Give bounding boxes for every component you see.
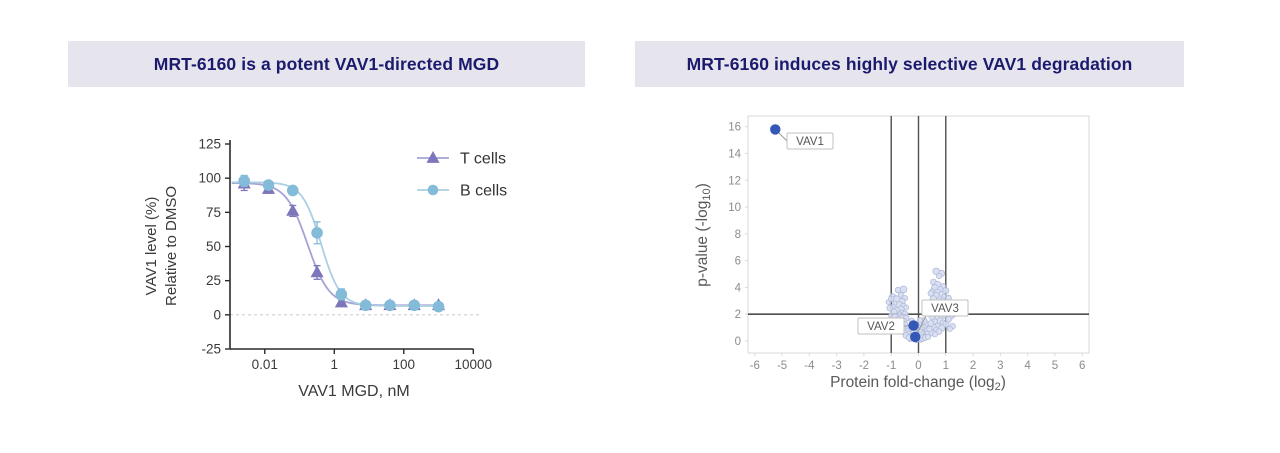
right-panel-title: MRT-6160 induces highly selective VAV1 d… [686,53,1133,74]
svg-text:10000: 10000 [455,357,493,372]
dose-y-axis-label-line2: Relative to DMSO [163,186,180,306]
label-box-vav1 [786,132,834,150]
svg-text:125: 125 [198,137,221,152]
svg-text:16: 16 [728,122,741,134]
dose-x-axis-label: VAV1 MGD, nM [298,383,409,400]
left-panel-title: MRT-6160 is a potent VAV1-directed MGD [153,53,500,74]
volcano-plot: 0 2 4 6 8 10 12 14 16 -6 -5 -4 -3 -2 -1 0 1 2 3 4 5 6 Protein … [690,95,1180,425]
svg-text:100: 100 [393,357,416,372]
dose-y-axis-label-line1: VAV1 level (%) [143,197,160,296]
svg-text:10: 10 [728,202,741,214]
svg-text:-4: -4 [804,360,815,372]
svg-text:T cells: T cells [460,151,506,168]
svg-text:0: 0 [735,336,741,348]
volcano-x-axis-label: Protein fold-change (log2) [830,374,1006,393]
svg-text:-25: -25 [201,342,221,357]
svg-text:2: 2 [970,360,976,372]
svg-text:1: 1 [943,360,949,372]
svg-text:6: 6 [1079,360,1085,372]
svg-text:14: 14 [728,148,741,160]
svg-text:1: 1 [331,357,339,372]
svg-text:6: 6 [735,256,741,268]
fit-curve [231,181,439,307]
svg-text:4: 4 [735,282,742,294]
svg-text:2: 2 [735,309,741,321]
svg-text:25: 25 [206,273,221,288]
right-panel-title-bar: MRT-6160 induces highly selective VAV1 d… [635,41,1184,87]
label-box-vav3 [921,299,969,317]
dose-plot-group: -25 0 25 50 75 100 125 0.01 1 100 10000 VAV1 MGD, n… [143,137,507,401]
volcano-y-axis-label: p-value (-log10) [694,183,713,287]
label-box-vav2 [857,317,905,335]
svg-text:VAV1: VAV1 [796,136,824,148]
svg-text:50: 50 [206,239,221,254]
svg-text:-2: -2 [859,360,869,372]
svg-text:-5: -5 [777,360,787,372]
svg-text:0.01: 0.01 [252,357,278,372]
svg-text:VAV3: VAV3 [931,303,959,315]
svg-text:75: 75 [206,205,221,220]
svg-text:B cells: B cells [460,183,507,200]
svg-text:4: 4 [1024,360,1031,372]
svg-text:3: 3 [997,360,1003,372]
svg-text:8: 8 [735,229,741,241]
series-b-cells [231,174,445,313]
dose-response-svg: -25 0 25 50 75 100 125 0.01 1 100 10000 VAV1 MGD, n… [143,137,507,401]
legend-item-t-cells: T cells [417,151,506,168]
svg-text:0: 0 [213,307,221,322]
labeled-point-vav1: VAV1 [770,124,834,150]
svg-text:0: 0 [915,360,921,372]
svg-text:-1: -1 [886,360,896,372]
dose-axes: -25 0 25 50 75 100 125 0.01 1 100 10000 [198,137,492,373]
left-panel-title-bar: MRT-6160 is a potent VAV1-directed MGD [68,41,585,87]
svg-text:-6: -6 [750,360,760,372]
dose-response-chart: -25 0 25 50 75 100 125 0.01 1 100 10000 VAV1 MGD, n… [130,115,590,415]
labeled-point-vav2: VAV2 [857,317,919,335]
legend-item-b-cells: B cells [417,183,507,200]
fit-curve [231,182,439,307]
svg-text:VAV2: VAV2 [867,321,895,333]
labeled-point-vav3: VAV3 [910,299,969,343]
svg-text:5: 5 [1052,360,1058,372]
svg-text:12: 12 [728,175,741,187]
svg-text:100: 100 [198,171,221,186]
svg-text:-3: -3 [832,360,842,372]
